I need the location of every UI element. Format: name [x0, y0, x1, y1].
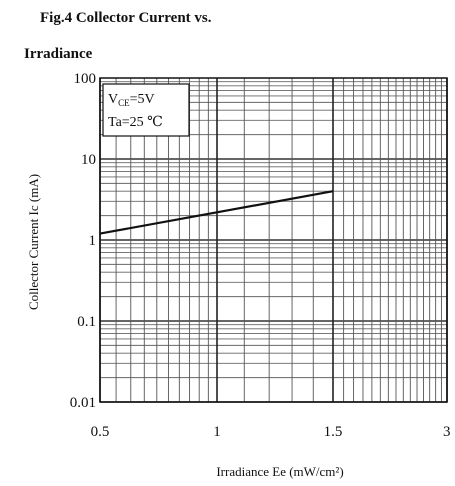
series-line-0 [99, 190, 334, 235]
x-tick-label: 0.5 [91, 424, 110, 440]
chart-title-line-1: Fig.4 Collector Current vs. [40, 10, 212, 26]
plot-frame [99, 77, 448, 403]
y-tick-label: 0.01 [70, 395, 96, 411]
x-tick-label: 1.5 [324, 424, 343, 440]
chart-title-line-2: Irradiance [24, 46, 93, 62]
vce-condition: VCE=5V [108, 92, 155, 108]
y-tick-label: 100 [74, 71, 97, 87]
tick-labels: 0.5 1 1.5 3 100 10 1 0.1 0.01 [70, 71, 451, 440]
y-axis-label: Collector Current Ic (mA) [26, 174, 41, 310]
ta-condition: Ta=25 ℃ [108, 115, 163, 130]
y-tick-label: 1 [89, 233, 97, 249]
y-tick-label: 0.1 [77, 314, 96, 330]
conditions-box: VCE=5V Ta=25 ℃ [102, 83, 190, 137]
series-layer [99, 190, 334, 235]
x-tick-label: 1 [213, 424, 221, 440]
y-tick-label: 10 [81, 152, 96, 168]
x-tick-label: 3 [443, 424, 451, 440]
x-axis-label: Irradiance Ee (mW/cm²) [216, 464, 343, 479]
